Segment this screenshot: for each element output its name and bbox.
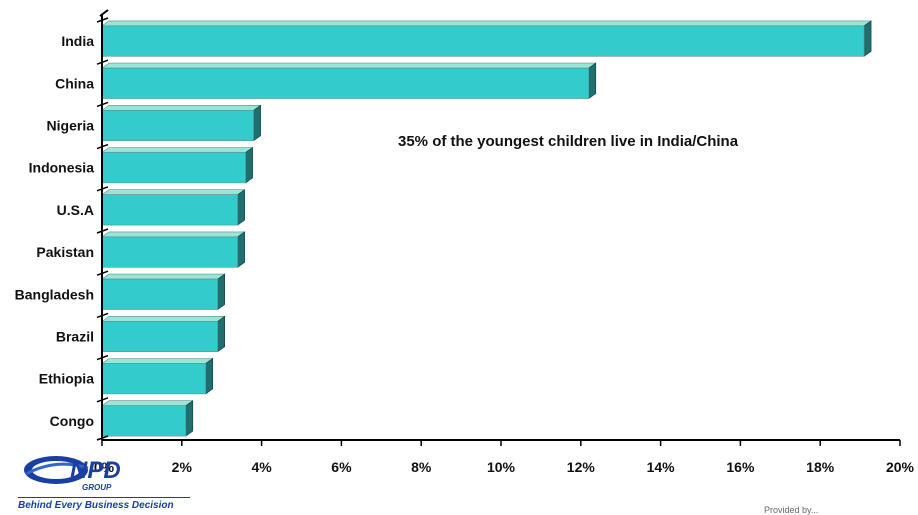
bar-side-face — [588, 62, 597, 100]
x-tick-label: 10% — [487, 459, 516, 475]
category-label: U.S.A — [57, 202, 94, 218]
bar-ethiopia — [101, 357, 214, 395]
bar-side-face — [863, 20, 872, 57]
bar-side-face — [237, 189, 245, 226]
bar-front-face — [101, 278, 219, 310]
bar-top-face — [101, 273, 226, 280]
x-tick-label: 12% — [567, 459, 596, 475]
chart-annotation: 35% of the youngest children live in Ind… — [398, 133, 739, 150]
bar-front-face — [101, 236, 238, 268]
category-label: Nigeria — [47, 118, 95, 134]
bar-side-face — [217, 315, 226, 353]
category-label: Ethiopia — [39, 371, 94, 387]
y-tick — [96, 17, 109, 23]
bar-top-face — [101, 147, 254, 153]
bar-top-face — [101, 62, 597, 69]
x-tick-label: 4% — [251, 459, 272, 475]
y-axis-cap — [99, 9, 109, 17]
footer-text: Provided by... — [764, 505, 819, 515]
bar-front-face — [101, 152, 246, 184]
category-label: Brazil — [56, 329, 94, 345]
bars-group — [101, 20, 873, 437]
bar-front-face — [101, 321, 219, 352]
category-labels: India China Nigeria Indonesia U.S.A Pakistan B… — [15, 33, 95, 429]
bar-top-face — [101, 105, 262, 111]
logo-brand: NPD — [70, 457, 121, 484]
bar-u-s-a — [101, 189, 246, 226]
tick-labels: 0% 2% 4% 6% 8% 10% 12% 14% 16% 18% 20% — [94, 459, 915, 475]
axes-group — [96, 9, 901, 446]
bar-top-face — [101, 400, 194, 407]
bar-front-face — [101, 110, 254, 141]
bar-top-face — [101, 189, 246, 196]
x-tick-label: 14% — [647, 459, 676, 475]
bar-side-face — [205, 357, 214, 395]
bar-china — [101, 62, 597, 100]
category-label: Congo — [50, 413, 94, 429]
bar-side-face — [253, 104, 261, 142]
logo-rule — [18, 497, 190, 498]
bar-front-face — [101, 363, 207, 395]
bar-india — [101, 20, 873, 57]
bar-top-face — [101, 358, 214, 364]
x-tick-label: 2% — [172, 459, 193, 475]
logo-sub: GROUP — [82, 483, 112, 492]
category-label: China — [55, 75, 94, 91]
y-tick — [96, 59, 109, 65]
bar-side-face — [245, 146, 253, 184]
logo-tagline: Behind Every Business Decision — [18, 500, 174, 511]
x-tick-label: 20% — [886, 459, 915, 475]
bar-congo — [101, 400, 194, 437]
x-tick-label: 0% — [94, 459, 115, 475]
bar-top-face — [101, 20, 873, 27]
y-tick — [96, 435, 109, 441]
bar-side-face — [237, 231, 245, 268]
y-tick — [96, 101, 109, 108]
x-tick-label: 18% — [806, 459, 835, 475]
bar-front-face — [101, 25, 865, 57]
y-tick — [96, 143, 109, 150]
category-label: Pakistan — [36, 244, 94, 260]
y-tick — [96, 354, 109, 361]
bar-front-face — [101, 194, 238, 226]
x-tick-label: 8% — [411, 459, 432, 475]
x-tick-label: 6% — [331, 459, 352, 475]
bar-front-face — [101, 405, 187, 437]
bar-pakistan — [101, 231, 246, 268]
bar-nigeria — [101, 104, 262, 142]
bar-top-face — [101, 316, 226, 322]
category-label: Bangladesh — [15, 286, 94, 302]
y-tick — [96, 397, 109, 403]
y-tick — [96, 186, 109, 192]
bar-side-face — [217, 273, 226, 311]
bar-front-face — [101, 67, 590, 99]
y-tick — [96, 228, 109, 234]
npd-logo: NPD GROUP — [24, 456, 121, 492]
bar-top-face — [101, 231, 246, 238]
y-tick — [96, 312, 109, 319]
bar-brazil — [101, 315, 226, 353]
bar-side-face — [185, 400, 194, 437]
bar-indonesia — [101, 146, 254, 184]
y-tick — [96, 270, 109, 276]
x-tick-label: 16% — [726, 459, 755, 475]
bar-bangladesh — [101, 273, 226, 311]
category-label: Indonesia — [29, 160, 95, 176]
category-label: India — [61, 33, 94, 49]
